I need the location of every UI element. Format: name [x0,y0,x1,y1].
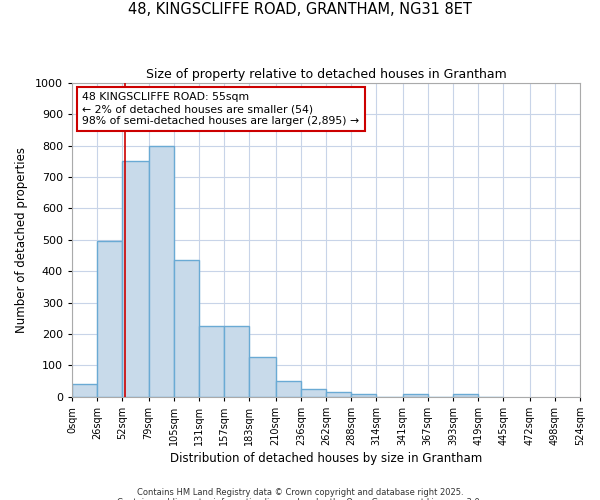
X-axis label: Distribution of detached houses by size in Grantham: Distribution of detached houses by size … [170,452,482,465]
Bar [72,384,97,396]
Bar [326,392,351,396]
Y-axis label: Number of detached properties: Number of detached properties [15,147,28,333]
Bar [174,260,199,396]
Text: 48, KINGSCLIFFE ROAD, GRANTHAM, NG31 8ET: 48, KINGSCLIFFE ROAD, GRANTHAM, NG31 8ET [128,2,472,18]
Bar [97,242,122,396]
Text: Contains HM Land Registry data © Crown copyright and database right 2025.: Contains HM Land Registry data © Crown c… [137,488,463,497]
Bar [149,146,174,397]
Bar [250,358,275,397]
Bar [122,162,149,396]
Text: 48 KINGSCLIFFE ROAD: 55sqm
← 2% of detached houses are smaller (54)
98% of semi-: 48 KINGSCLIFFE ROAD: 55sqm ← 2% of detac… [82,92,359,126]
Bar [403,394,428,396]
Bar [275,381,301,396]
Title: Size of property relative to detached houses in Grantham: Size of property relative to detached ho… [146,68,506,80]
Bar [301,389,326,396]
Bar [199,326,224,396]
Bar [453,394,478,396]
Bar [224,326,250,396]
Bar [351,394,376,396]
Text: Contains public sector information licensed under the Open Government Licence v3: Contains public sector information licen… [118,498,482,500]
